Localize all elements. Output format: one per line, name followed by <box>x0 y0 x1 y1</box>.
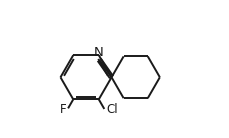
Text: Cl: Cl <box>106 103 117 116</box>
Text: F: F <box>60 103 66 116</box>
Text: N: N <box>93 46 103 59</box>
